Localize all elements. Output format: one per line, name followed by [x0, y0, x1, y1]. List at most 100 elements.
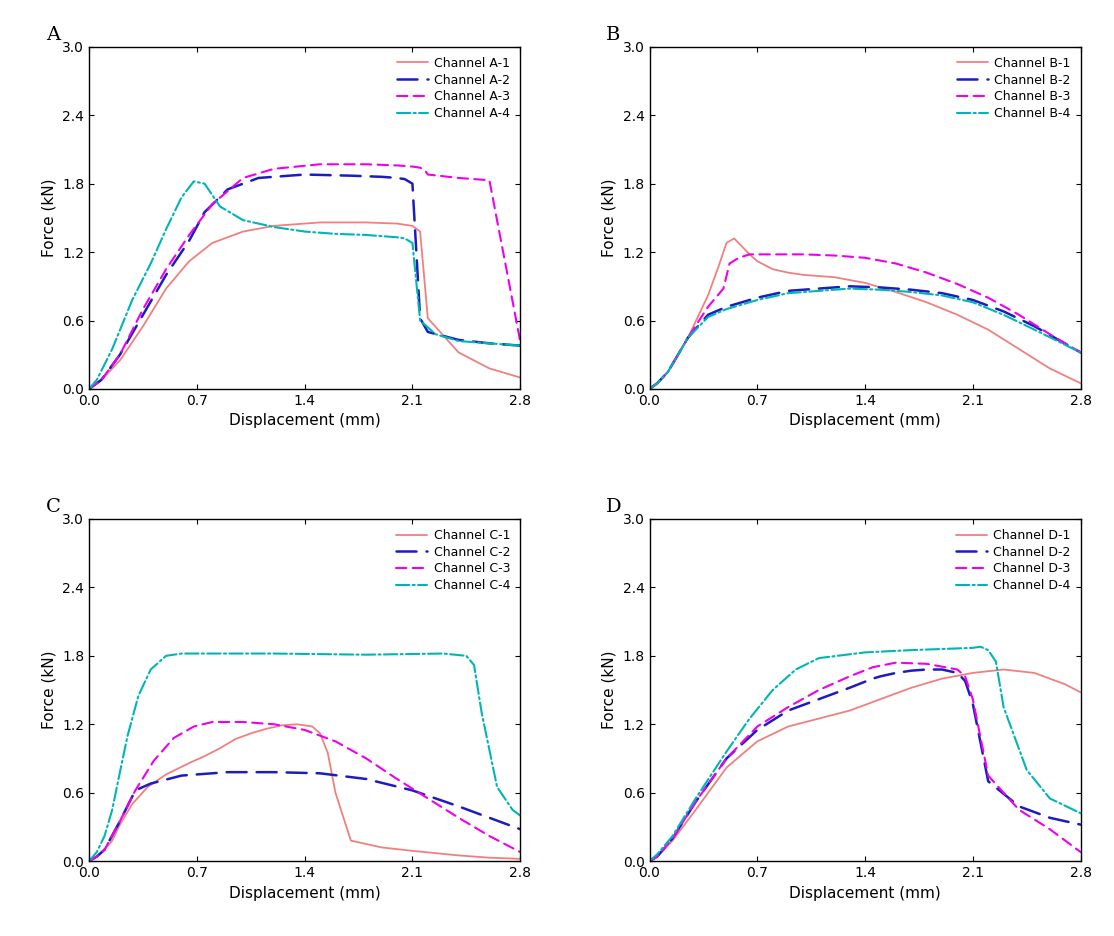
Channel B-4	[735, 299, 749, 310]
Channel B-1	[781, 267, 794, 278]
Channel A-1	[159, 283, 173, 294]
Channel A-4	[187, 176, 201, 187]
Channel A-4	[429, 329, 442, 340]
Channel B-4	[812, 285, 825, 297]
Channel D-2	[751, 724, 764, 736]
Channel B-2	[812, 283, 825, 294]
Y-axis label: Force (kN): Force (kN)	[41, 651, 57, 729]
Channel C-4	[475, 708, 488, 719]
Channel C-1	[275, 720, 289, 731]
Channel C-3	[421, 793, 434, 804]
Channel D-2	[866, 673, 879, 684]
Line: Channel D-2: Channel D-2	[649, 669, 1081, 861]
Channel A-2	[482, 338, 496, 349]
Channel B-2	[905, 285, 918, 296]
Channel A-4	[390, 231, 403, 242]
Channel C-3	[482, 830, 496, 841]
Channel C-3	[236, 716, 250, 727]
Channel A-1	[183, 256, 196, 267]
Channel B-4	[1074, 347, 1087, 358]
Channel C-3	[114, 815, 127, 826]
Channel D-4	[812, 652, 825, 664]
X-axis label: Displacement (mm): Displacement (mm)	[789, 414, 941, 429]
Channel C-2	[482, 812, 496, 824]
Channel D-2	[873, 671, 887, 682]
Channel C-4	[360, 649, 373, 660]
Channel A-4	[360, 229, 373, 241]
Channel A-3	[418, 165, 431, 176]
Line: Channel A-4: Channel A-4	[89, 182, 520, 389]
Text: A: A	[46, 26, 60, 44]
Channel C-3	[167, 732, 180, 743]
Channel D-1	[781, 721, 794, 732]
Channel A-1	[313, 217, 326, 228]
Channel C-4	[437, 648, 450, 659]
Channel A-1	[398, 219, 411, 230]
Channel A-1	[82, 384, 96, 395]
Channel D-4	[1074, 808, 1087, 819]
Channel A-1	[482, 363, 496, 374]
Channel C-2	[128, 784, 141, 796]
Channel D-2	[843, 682, 857, 694]
Channel A-2	[297, 168, 311, 180]
Channel B-3	[1074, 347, 1087, 358]
Channel B-1	[702, 290, 715, 301]
Channel C-2	[90, 851, 104, 862]
Channel C-4	[131, 690, 145, 701]
Channel D-2	[651, 851, 664, 862]
Line: Channel A-3: Channel A-3	[89, 165, 520, 389]
Channel C-3	[187, 721, 201, 732]
Channel D-2	[920, 664, 934, 675]
Channel A-3	[267, 163, 281, 174]
Channel B-3	[716, 283, 730, 294]
Legend: Channel B-1, Channel B-2, Channel B-3, Channel B-4: Channel B-1, Channel B-2, Channel B-3, C…	[952, 53, 1074, 124]
Channel D-1	[936, 673, 949, 684]
Channel B-2	[997, 306, 1010, 317]
Channel D-2	[936, 664, 949, 675]
Channel D-1	[997, 664, 1010, 675]
Channel A-4	[514, 340, 527, 351]
Channel B-3	[981, 292, 995, 303]
Channel B-2	[1028, 321, 1042, 332]
Channel D-1	[651, 851, 664, 862]
Legend: Channel D-1, Channel D-2, Channel D-3, Channel D-4: Channel D-1, Channel D-2, Channel D-3, C…	[952, 525, 1074, 596]
Channel A-4	[405, 238, 419, 249]
Channel B-1	[720, 238, 733, 249]
Channel D-4	[936, 643, 949, 654]
Channel A-3	[405, 161, 419, 172]
Channel A-1	[267, 220, 281, 231]
Channel D-4	[966, 642, 979, 653]
Channel A-2	[221, 183, 234, 195]
Channel D-4	[859, 647, 872, 658]
Line: Channel C-3: Channel C-3	[89, 722, 520, 861]
Channel C-2	[82, 856, 96, 867]
Channel B-1	[889, 286, 902, 298]
Channel A-1	[236, 226, 250, 237]
Channel B-1	[797, 270, 810, 281]
Channel D-1	[690, 804, 703, 815]
Channel A-2	[405, 178, 419, 189]
Channel C-4	[144, 664, 157, 675]
Channel C-1	[106, 835, 119, 846]
Channel C-3	[128, 784, 141, 796]
Channel A-4	[213, 201, 226, 212]
Channel B-1	[751, 256, 764, 267]
Channel A-3	[482, 175, 496, 186]
Channel C-2	[452, 801, 466, 812]
Channel C-2	[144, 778, 157, 789]
Channel D-2	[950, 667, 964, 679]
Channel B-3	[828, 250, 841, 261]
Channel A-1	[360, 217, 373, 228]
Channel B-3	[1043, 329, 1056, 340]
Channel C-1	[82, 856, 96, 867]
Channel D-3	[981, 770, 995, 782]
Channel B-1	[662, 366, 675, 377]
Channel A-3	[82, 384, 96, 395]
Channel B-1	[920, 297, 934, 308]
Text: B: B	[606, 26, 620, 44]
Channel D-3	[1013, 804, 1026, 815]
Channel D-1	[1074, 687, 1087, 698]
Channel C-1	[198, 751, 212, 762]
Line: Channel D-3: Channel D-3	[649, 663, 1081, 861]
Channel C-3	[390, 773, 403, 784]
